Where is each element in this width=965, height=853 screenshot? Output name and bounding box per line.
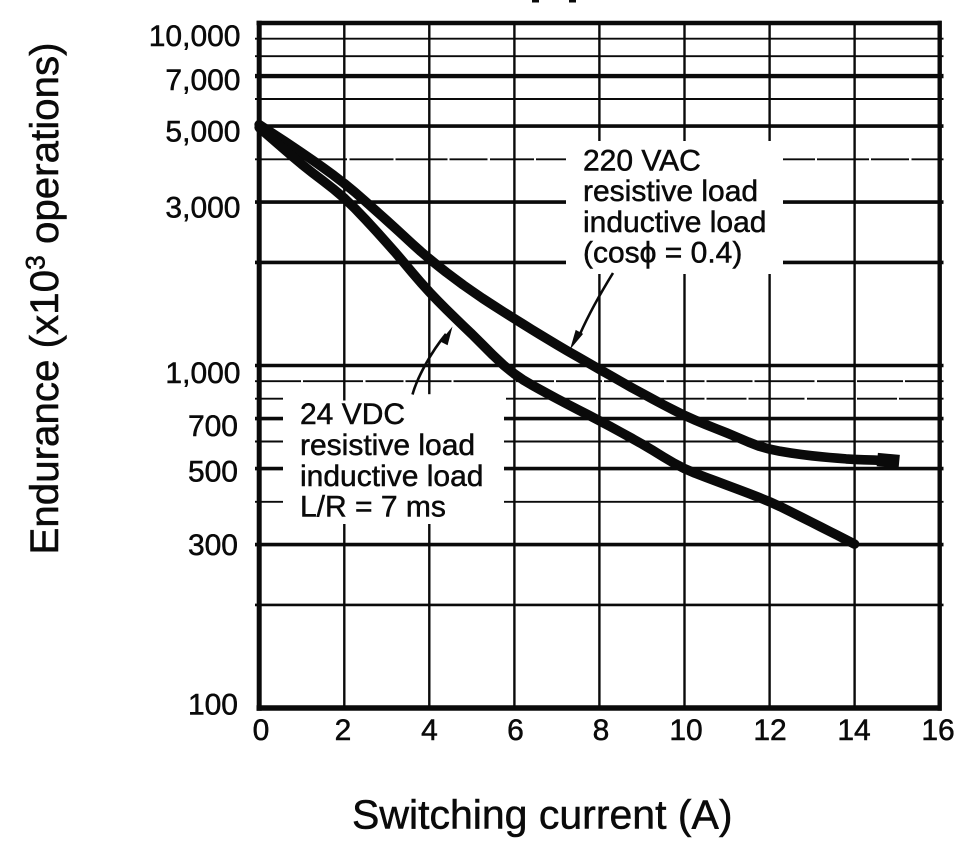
svg-text:0: 0 — [253, 714, 270, 747]
svg-text:10,000: 10,000 — [149, 20, 241, 53]
svg-text:700: 700 — [188, 410, 238, 443]
svg-text:Endurance (x103 operations): Endurance (x103 operations) — [21, 42, 68, 554]
svg-text:16: 16 — [921, 714, 954, 747]
svg-text:24 VDC: 24 VDC — [300, 398, 405, 431]
svg-text:2: 2 — [335, 714, 352, 747]
svg-text:inductive load: inductive load — [583, 206, 766, 239]
svg-text:1,000: 1,000 — [165, 357, 240, 390]
svg-text:Switching current (A): Switching current (A) — [352, 792, 733, 838]
svg-text:inductive load: inductive load — [300, 460, 483, 493]
svg-text:7,000: 7,000 — [165, 64, 240, 97]
svg-text:5,000: 5,000 — [165, 115, 240, 148]
svg-text:6: 6 — [507, 714, 524, 747]
svg-text:300: 300 — [188, 529, 238, 562]
svg-text:3,000: 3,000 — [165, 192, 240, 225]
svg-text:(cosϕ = 0.4): (cosϕ = 0.4) — [583, 237, 742, 270]
svg-text:resistive load: resistive load — [300, 429, 475, 462]
svg-text:resistive load: resistive load — [583, 175, 758, 208]
svg-text:100: 100 — [188, 689, 238, 722]
svg-text:220 VAC: 220 VAC — [583, 145, 701, 178]
svg-text:12: 12 — [753, 714, 786, 747]
svg-text:500: 500 — [188, 456, 238, 489]
svg-text:8: 8 — [593, 714, 610, 747]
svg-text:14: 14 — [837, 714, 870, 747]
svg-text:10: 10 — [669, 714, 702, 747]
svg-text:L/R = 7 ms: L/R = 7 ms — [300, 491, 446, 524]
svg-text:4: 4 — [421, 714, 438, 747]
